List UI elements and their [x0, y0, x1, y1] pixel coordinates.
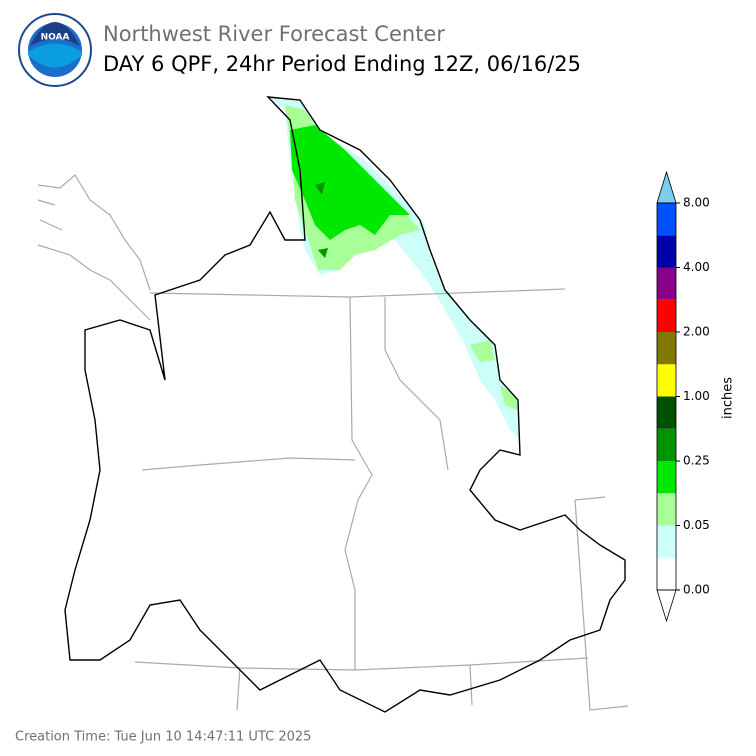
subtitle: DAY 6 QPF, 24hr Period Ending 12Z, 06/16…: [103, 52, 581, 76]
logo: NOAA: [18, 13, 92, 87]
colorbar-segment: [657, 461, 676, 494]
colorbar-segment: [657, 235, 676, 268]
precipitation: [268, 97, 520, 440]
colorbar-segment: [657, 203, 676, 236]
title: Northwest River Forecast Center: [103, 22, 445, 46]
colorbar-segment: [657, 267, 676, 300]
colorbar-tick-label: 8.00: [683, 196, 710, 210]
colorbar-segment: [657, 332, 676, 365]
colorbar-over: [656, 170, 677, 204]
creation-time: Creation Time: Tue Jun 10 14:47:11 UTC 2…: [15, 730, 311, 745]
colorbar-segment: [657, 364, 676, 397]
borders: [37, 174, 629, 711]
colorbar-tick-label: 0.00: [683, 583, 710, 597]
basin-outline: [64, 96, 626, 713]
colorbar-tick-label: 1.00: [683, 389, 710, 403]
colorbar-segment: [657, 525, 676, 558]
colorbar-tick-label: 0.05: [683, 518, 710, 532]
colorbar-under: [656, 589, 677, 623]
colorbar-segment: [657, 396, 676, 429]
colorbar-tick-label: 2.00: [683, 325, 710, 339]
colorbar-segment: [657, 557, 676, 590]
colorbar: 0.00 0.05 0.25 1.00 2.00 4.00 8.00: [656, 170, 710, 623]
colorbar-tick-label: 4.00: [683, 260, 710, 274]
colorbar-tick-label: 0.25: [683, 454, 710, 468]
colorbar-segment: [657, 299, 676, 332]
colorbar-segment: [657, 493, 676, 526]
colorbar-segment: [657, 428, 676, 461]
logo-text: NOAA: [41, 33, 70, 43]
colorbar-label: inches: [721, 377, 736, 419]
